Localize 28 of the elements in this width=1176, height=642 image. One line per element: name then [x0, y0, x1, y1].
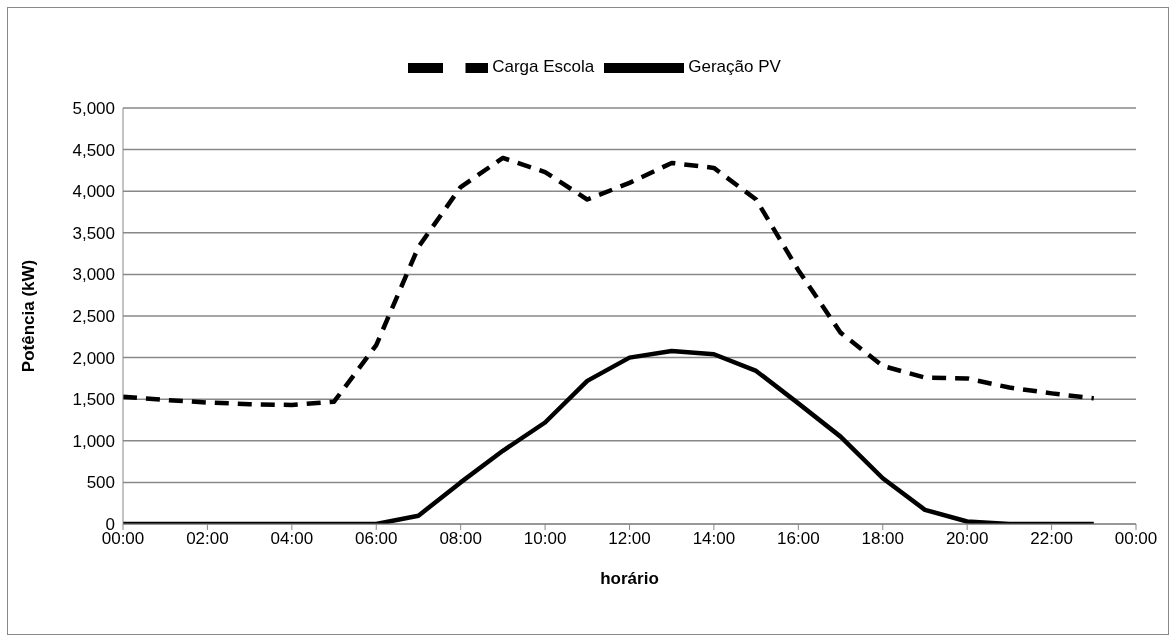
x-tick-label: 14:00: [692, 529, 736, 549]
x-tick-label: 12:00: [608, 529, 651, 549]
x-tick-label: 04:00: [270, 529, 314, 549]
line-series: [123, 155, 1097, 408]
x-tick-label: 02:00: [186, 529, 229, 549]
y-tick-label: 1,500: [72, 390, 115, 410]
x-axis-title: horário: [600, 569, 659, 588]
y-tick-label: 2,500: [72, 307, 115, 327]
y-tick-label: 3,000: [72, 265, 115, 285]
x-tick-label: 00:00: [1114, 529, 1158, 549]
x-tick-label: 06:00: [354, 529, 398, 549]
y-tick-label: 500: [86, 473, 115, 493]
legend-label: Carga Escola: [492, 57, 595, 77]
y-tick-label: 1,000: [72, 431, 115, 451]
y-tick-label: 2,000: [72, 348, 115, 368]
x-tick-label: 08:00: [439, 529, 482, 549]
y-axis-title: Potência (kW): [19, 259, 39, 373]
x-tick-label: 16:00: [777, 529, 820, 549]
y-tick-label: 5,000: [72, 99, 115, 119]
x-tick-label: 20:00: [945, 529, 989, 549]
y-tick-label: 4,500: [72, 140, 115, 160]
line-series: [123, 348, 1097, 524]
x-tick-label: 18:00: [861, 529, 905, 549]
x-tick-label: 10:00: [523, 529, 567, 549]
x-tick-label: 22:00: [1030, 529, 1073, 549]
legend-label: Geração PV: [688, 57, 781, 77]
y-tick-label: 4,000: [72, 182, 115, 202]
y-tick-label: 3,500: [72, 223, 115, 243]
